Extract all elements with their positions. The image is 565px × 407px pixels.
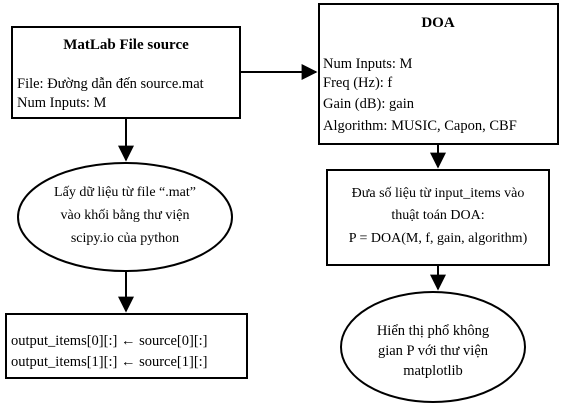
matlab-box-line-inputs: Num Inputs: M [17,95,107,111]
compute-line-3: P = DOA(M, f, gain, algorithm) [349,231,528,246]
doa-line-freq: Freq (Hz): f [323,75,392,91]
display-line-2: gian P với thư viện [378,343,489,359]
matlab-file-source-box: MatLab File source File: Đường dẫn đến s… [11,26,241,119]
matlab-box-line-file: File: Đường dẫn đến source.mat [17,76,204,92]
doa-line-algorithm: Algorithm: MUSIC, Capon, CBF [323,118,517,134]
load-line-2: vào khối bằng thư viện [61,208,190,223]
display-ellipse: Hiển thị phổ không gian P với thư viện m… [340,291,526,403]
display-line-1: Hiển thị phổ không [377,323,489,339]
doa-line-gain: Gain (dB): gain [323,96,415,112]
matlab-box-title: MatLab File source [63,37,189,53]
output-line-1: output_items[0][:] ← source[0][:] [11,333,208,349]
doa-box: DOA Num Inputs: M Freq (Hz): f Gain (dB)… [318,3,559,145]
output-items-box: output_items[0][:] ← source[0][:] output… [5,313,248,379]
display-line-3: matplotlib [403,363,463,379]
doa-box-title: DOA [421,15,455,31]
output-line-2: output_items[1][:] ← source[1][:] [11,354,208,370]
load-line-1: Lấy dữ liệu từ file “.mat” [54,185,196,200]
compute-line-1: Đưa số liệu từ input_items vào [352,186,525,201]
load-data-ellipse: Lấy dữ liệu từ file “.mat” vào khối bằng… [17,162,233,272]
doa-line-inputs: Num Inputs: M [323,56,413,72]
load-line-3: scipy.io của python [71,231,179,246]
compute-line-2: thuật toán DOA: [391,208,484,223]
compute-doa-box: Đưa số liệu từ input_items vào thuật toá… [326,169,550,266]
